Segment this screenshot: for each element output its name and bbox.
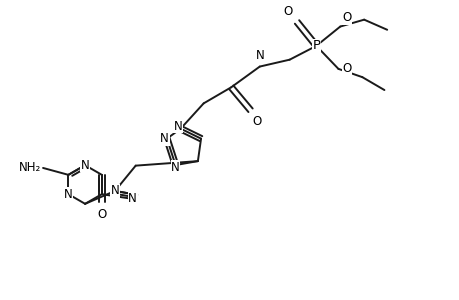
- Text: N: N: [174, 120, 182, 133]
- Text: O: O: [342, 11, 351, 24]
- Text: N: N: [64, 188, 73, 201]
- Text: N: N: [80, 159, 90, 172]
- Text: N: N: [255, 49, 263, 62]
- Text: N: N: [171, 161, 179, 174]
- Text: O: O: [97, 208, 106, 221]
- Text: O: O: [252, 115, 262, 128]
- Text: P: P: [312, 39, 319, 52]
- Text: NH₂: NH₂: [18, 161, 41, 174]
- Text: N: N: [128, 192, 137, 205]
- Text: O: O: [341, 62, 351, 75]
- Text: O: O: [283, 5, 292, 18]
- Text: N: N: [160, 132, 168, 145]
- Text: N: N: [110, 184, 119, 197]
